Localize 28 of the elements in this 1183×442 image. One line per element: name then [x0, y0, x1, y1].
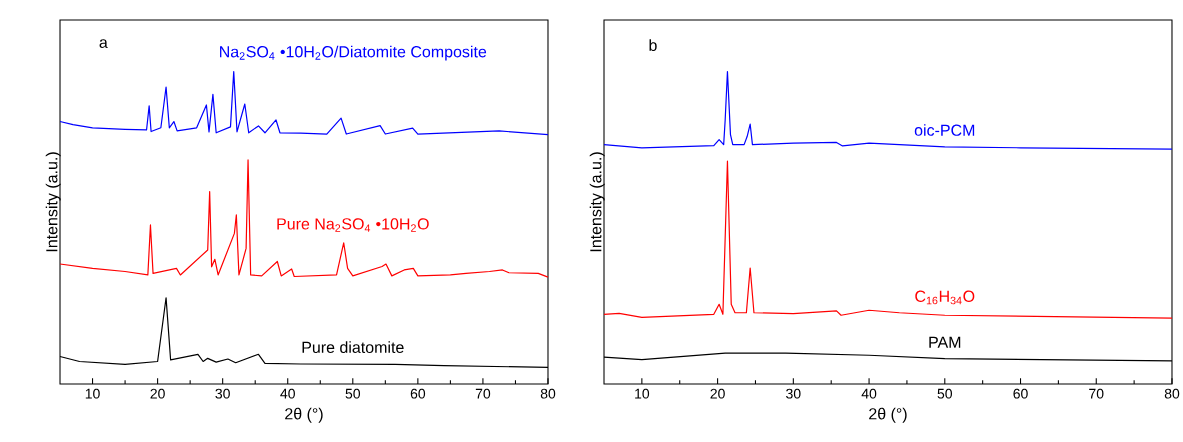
series-label: C$_{16}$H$_{34}$O — [915, 290, 975, 305]
x-tick-label: 10 — [85, 388, 100, 399]
x-tick-label: 20 — [150, 388, 165, 399]
x-tick-label: 10 — [635, 388, 650, 399]
text: b — [649, 39, 657, 51]
x-axis-title: 2θ (°) — [869, 407, 907, 423]
x-tick-label: 70 — [475, 388, 491, 399]
y-axis-title: Intensity (a.u.) — [45, 152, 61, 252]
x-tick-label: 50 — [937, 388, 953, 399]
x-tick-label: 30 — [786, 388, 801, 399]
series-label: Pure Na$_{2}$SO$_{4}$ •10H$_{2}$O — [277, 218, 429, 232]
x-tick-label: 50 — [345, 388, 361, 399]
series-label: Pure diatomite — [302, 341, 404, 354]
x-tick-label: 70 — [1089, 388, 1104, 399]
series-label: PAM — [929, 336, 961, 348]
x-tick-label: 80 — [540, 388, 556, 399]
x-axis-title: 2θ (°) — [285, 407, 323, 423]
x-tick-label: 60 — [410, 388, 426, 399]
x-tick-label: 20 — [710, 388, 725, 399]
x-tick-label: 40 — [861, 388, 877, 399]
text: a — [99, 39, 108, 49]
x-tick-label: 40 — [280, 388, 295, 399]
y-axis-title: Intensity (a.u.) — [589, 152, 605, 252]
x-tick-label: 30 — [215, 388, 230, 399]
series-label: Na$_{2}$SO$_{4}$ •10H$_{2}$O/Diatomite Composite — [220, 45, 487, 61]
x-tick-label: 60 — [1013, 388, 1028, 399]
x-tick-label: 80 — [1164, 388, 1180, 399]
series-label: oic-PCM — [914, 124, 975, 136]
